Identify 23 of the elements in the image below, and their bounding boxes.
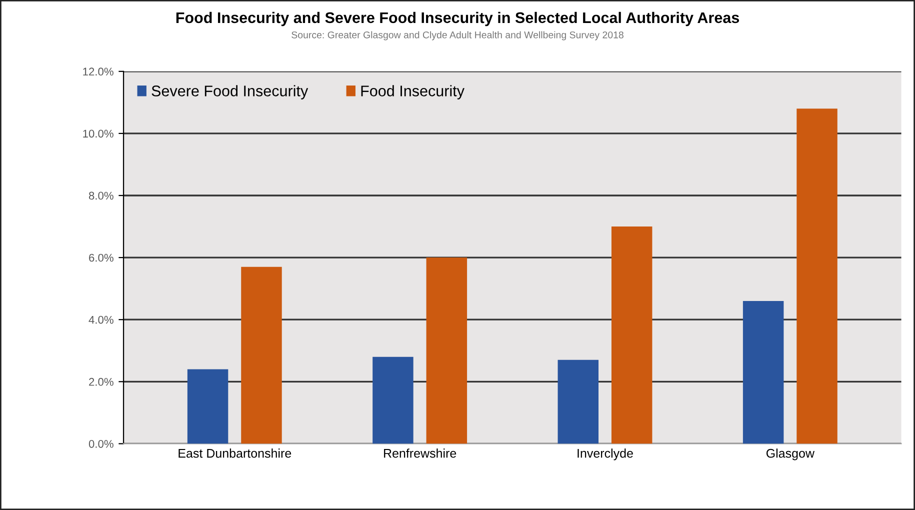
x-tick-label: East Dunbartonshire	[178, 448, 292, 458]
bar	[796, 108, 838, 444]
legend-label: Food Insecurity	[361, 85, 464, 100]
bar	[426, 258, 468, 444]
y-tick-label: 8.0%	[88, 192, 114, 200]
chart-title: Food Insecurity and Severe Food Insecurity in Selected Local Authority Areas	[176, 12, 740, 26]
bar	[187, 369, 228, 444]
bar	[241, 266, 282, 444]
bar	[742, 300, 784, 444]
y-tick-label: 2.0%	[89, 378, 114, 386]
y-tick-label: 4.0%	[88, 316, 114, 324]
bar	[372, 356, 414, 444]
y-tick-label: 10.0%	[83, 130, 114, 138]
bar	[558, 360, 599, 444]
x-tick-label: Inverclyde	[578, 448, 633, 460]
source-note: Source: Greater Glasgow and Clyde Adult Health and Wellbeing Survey 2018	[292, 31, 624, 40]
y-tick-label: 12.0%	[83, 68, 114, 76]
y-tick-label: 0.0%	[88, 440, 114, 448]
bar	[611, 226, 652, 444]
y-tick-label: 6.0%	[89, 254, 114, 262]
x-tick-label: Glasgow	[766, 448, 815, 460]
x-tick-label: Renfrewshire	[384, 448, 456, 458]
legend-label: Severe Food Insecurity	[152, 85, 308, 100]
